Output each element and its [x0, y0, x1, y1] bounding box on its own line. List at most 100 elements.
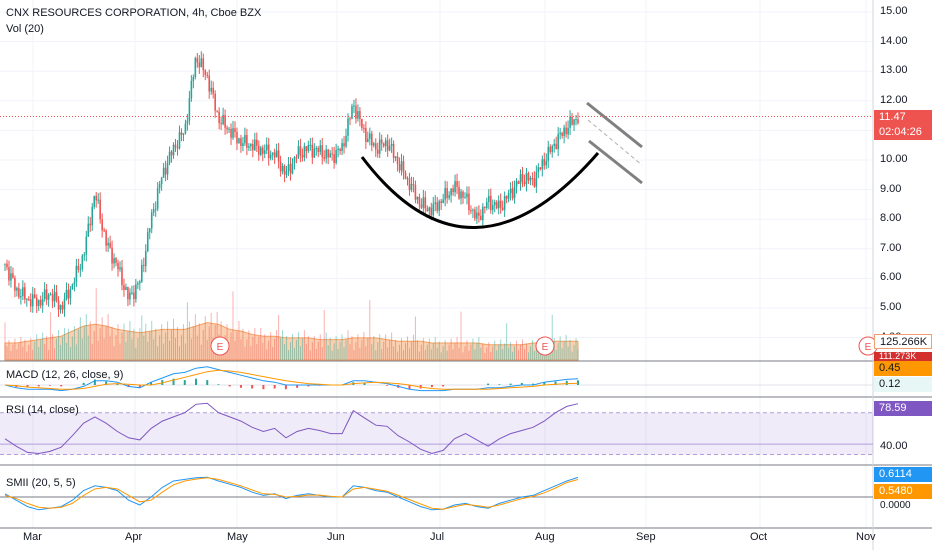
time-tick: May — [227, 531, 248, 543]
candle-body — [8, 267, 10, 281]
candle-body — [156, 188, 159, 209]
candle-body — [277, 150, 280, 162]
candle-body — [206, 74, 209, 76]
candle-body — [238, 138, 240, 144]
smii-legend[interactable]: SMII (20, 5, 5) — [6, 477, 76, 489]
candle-body — [224, 115, 226, 128]
candle-body — [293, 157, 296, 164]
candle-body — [236, 132, 238, 144]
macd-legend[interactable]: MACD (12, 26, close, 9) — [6, 369, 124, 381]
candle-body — [259, 147, 262, 155]
candle-body — [541, 159, 544, 170]
channel-upper — [586, 101, 643, 149]
candle-body — [139, 281, 141, 284]
candle-body — [472, 209, 474, 211]
rsi-band — [0, 412, 873, 456]
candle-body — [269, 154, 272, 159]
candle-body — [325, 149, 327, 159]
candle-body — [190, 80, 193, 99]
candle-body — [329, 153, 331, 158]
candle-body — [363, 127, 365, 129]
candle-body — [43, 289, 46, 299]
candle-body — [273, 152, 276, 158]
volume-legend[interactable]: Vol (20) — [6, 23, 44, 35]
candle-body — [55, 291, 58, 301]
candle-body — [517, 181, 520, 184]
candle-body — [129, 292, 131, 300]
candle-body — [372, 143, 375, 146]
candle-body — [531, 178, 534, 180]
smii-tick-zero: 0.0000 — [880, 500, 911, 509]
candle-body — [31, 294, 34, 307]
candle-body — [107, 242, 109, 246]
candle-body — [563, 127, 565, 136]
candle-body — [365, 127, 367, 142]
candle-body — [252, 144, 254, 151]
candle-body — [170, 151, 173, 156]
candle-body — [384, 140, 387, 146]
candle-body — [482, 206, 484, 221]
candle-body — [299, 146, 302, 155]
candle-body — [103, 230, 105, 232]
candle-body — [378, 139, 381, 154]
candle-body — [428, 207, 431, 211]
candle-body — [521, 173, 524, 182]
candle-body — [317, 148, 320, 153]
candle-body — [347, 118, 349, 136]
candle-body — [27, 299, 30, 301]
candle-body — [523, 181, 526, 185]
candle-body — [162, 167, 165, 178]
candle-body — [485, 201, 488, 209]
candle-body — [527, 173, 530, 181]
candle-body — [214, 93, 216, 111]
smii-signal-tag: 0.5480 — [874, 484, 932, 499]
candle-body — [464, 197, 466, 199]
candle-body — [575, 119, 577, 121]
candle-body — [571, 116, 573, 125]
candle-body — [184, 123, 187, 134]
candle-body — [257, 145, 260, 155]
candle-body — [35, 297, 38, 306]
candle-body — [95, 195, 98, 201]
candle-body — [390, 144, 393, 146]
price-tick: 9.00 — [880, 182, 902, 195]
earnings-marker — [210, 336, 230, 356]
candle-body — [182, 133, 185, 135]
candle-body — [353, 105, 355, 107]
macd-signal-line — [4, 369, 579, 390]
candle-body — [480, 215, 482, 221]
candle-body — [186, 120, 189, 124]
candle-body — [446, 188, 448, 199]
price-tick: 14.00 — [880, 34, 908, 47]
candle-body — [458, 186, 460, 199]
rsi-legend[interactable]: RSI (14, close) — [6, 404, 79, 416]
candle-body — [321, 145, 324, 158]
candle-body — [160, 177, 163, 185]
candle-body — [335, 149, 337, 163]
countdown-tag: 02:04:26 — [874, 125, 932, 140]
candle-body — [69, 289, 72, 299]
candle-body — [216, 110, 218, 112]
earnings-marker — [535, 336, 555, 356]
symbol-title[interactable]: CNX RESOURCES CORPORATION, 4h, Cboe BZX — [6, 7, 262, 19]
candle-body — [73, 282, 76, 285]
candle-body — [380, 139, 383, 144]
candle-body — [341, 143, 343, 151]
candle-body — [283, 165, 286, 175]
candle-body — [505, 195, 508, 199]
candle-body — [303, 146, 306, 158]
candle-body — [222, 115, 224, 124]
candle-body — [545, 160, 548, 166]
candle-body — [125, 287, 127, 290]
candle-body — [484, 206, 486, 209]
indicator-lines — [0, 366, 873, 511]
macd-value-tag: 0.45 — [874, 361, 932, 376]
macd-line — [4, 366, 579, 392]
candle-body — [208, 75, 211, 92]
candle-body — [204, 70, 207, 75]
candle-body — [424, 197, 427, 209]
volume-ma-tag: 111.273K — [874, 352, 932, 361]
candle-body — [6, 263, 8, 268]
